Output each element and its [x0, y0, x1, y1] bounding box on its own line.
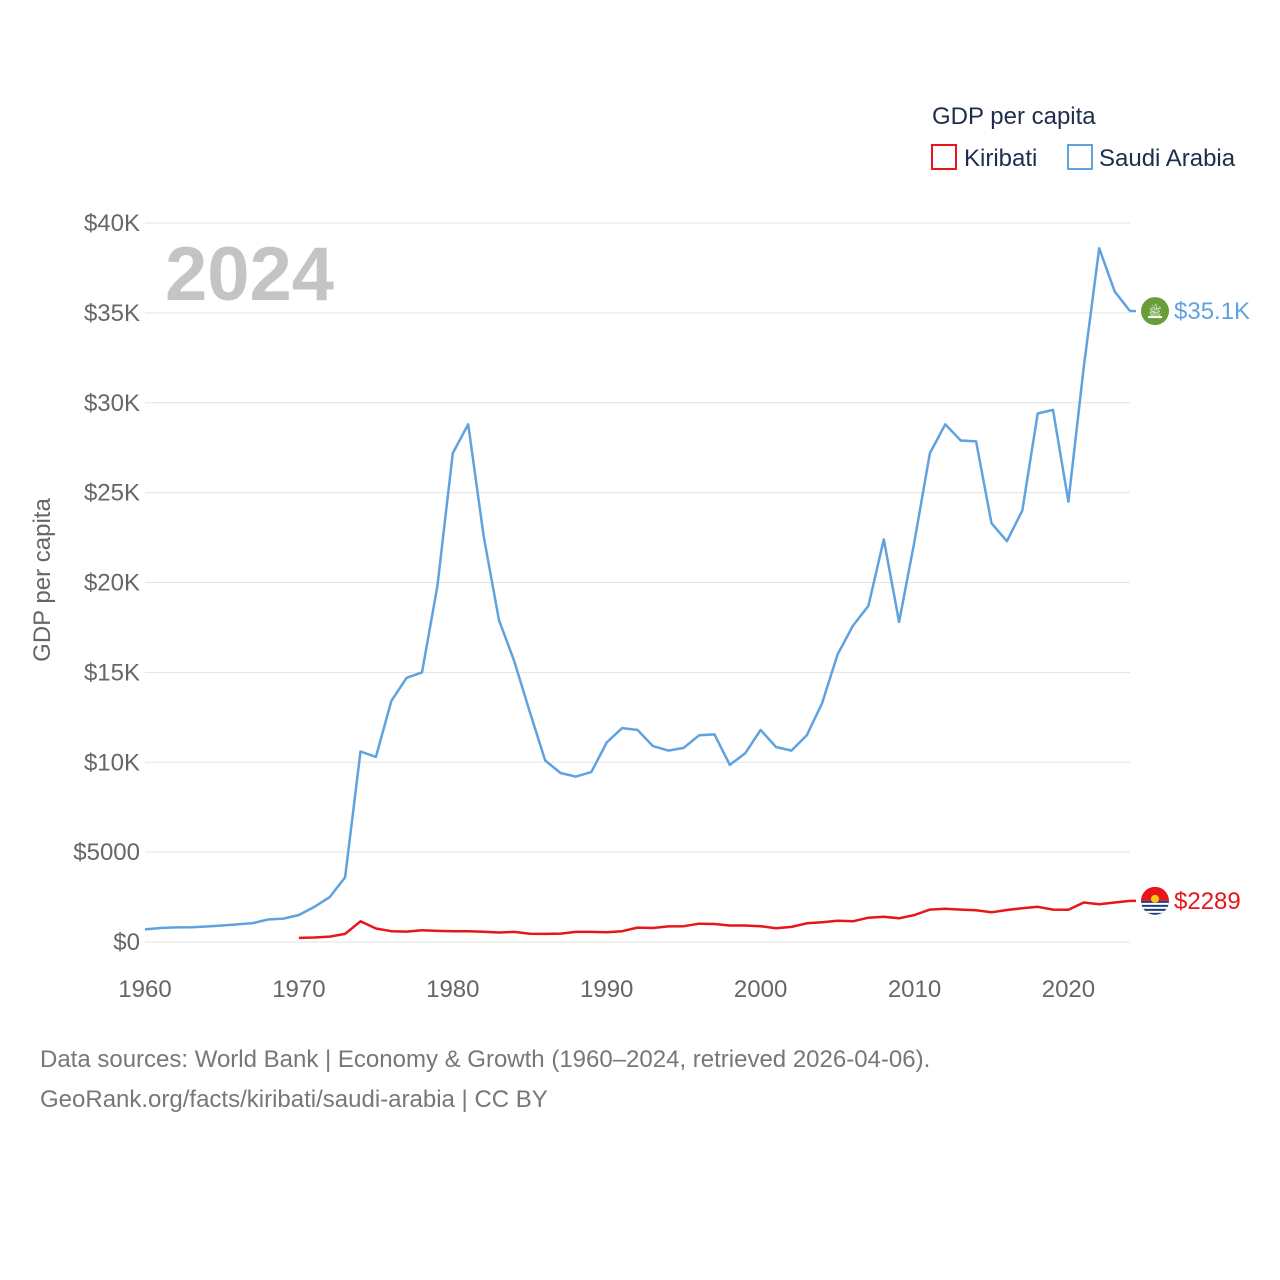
series-line-saudi-arabia[interactable]	[144, 246, 1131, 931]
y-tick-label: $20K	[84, 570, 140, 597]
y-tick-label: $5000	[73, 839, 140, 866]
series-lines	[144, 246, 1136, 940]
y-tick-label: $40K	[84, 210, 140, 237]
legend-label-kiribati: Kiribati	[964, 145, 1037, 172]
x-tick-label: 1980	[426, 976, 479, 1003]
y-tick-label: $10K	[84, 749, 140, 776]
x-axis-ticks: 1960 1970 1980 1990 2000 2010 2020	[118, 976, 1095, 1003]
x-tick-label: 2000	[734, 976, 787, 1003]
footer-sources: Data sources: World Bank | Economy & Gro…	[40, 1046, 931, 1073]
footer-attribution[interactable]: GeoRank.org/facts/kiribati/saudi-arabia …	[40, 1086, 548, 1113]
legend-swatch-kiribati	[931, 144, 957, 170]
y-tick-label: $30K	[84, 390, 140, 417]
y-axis-ticks: $0 $5000 $10K $15K $20K $25K $30K $35K $40K	[73, 210, 140, 956]
footer: Data sources: World Bank | Economy & Gro…	[40, 1040, 930, 1120]
legend-swatch-saudi-arabia	[1067, 144, 1093, 170]
kiribati-flag-icon	[1141, 886, 1169, 915]
saudi-arabia-flag-icon: ﷺ	[1141, 297, 1169, 326]
y-tick-label: $25K	[84, 480, 140, 507]
x-tick-label: 2020	[1042, 976, 1095, 1003]
legend-title: GDP per capita	[932, 103, 1096, 130]
gridlines	[145, 222, 1130, 943]
x-tick-label: 1970	[272, 976, 325, 1003]
y-tick-label: $0	[113, 929, 140, 956]
series-line-kiribati[interactable]	[298, 899, 1131, 940]
year-label: 2024	[165, 232, 334, 317]
legend-item-saudi-arabia[interactable]: Saudi Arabia	[1067, 144, 1236, 172]
legend-label-saudi-arabia: Saudi Arabia	[1099, 145, 1236, 172]
kiribati-end-label: $2289	[1174, 888, 1241, 915]
y-axis-title: GDP per capita	[29, 498, 56, 662]
x-tick-label: 1960	[118, 976, 171, 1003]
svg-text:ﷺ: ﷺ	[1148, 303, 1161, 318]
saudi-arabia-end-label: $35.1K	[1174, 298, 1250, 325]
y-tick-label: $15K	[84, 659, 140, 686]
legend-item-kiribati[interactable]: Kiribati	[931, 144, 1037, 172]
x-tick-label: 2010	[888, 976, 941, 1003]
x-tick-label: 1990	[580, 976, 633, 1003]
y-tick-label: $35K	[84, 300, 140, 327]
